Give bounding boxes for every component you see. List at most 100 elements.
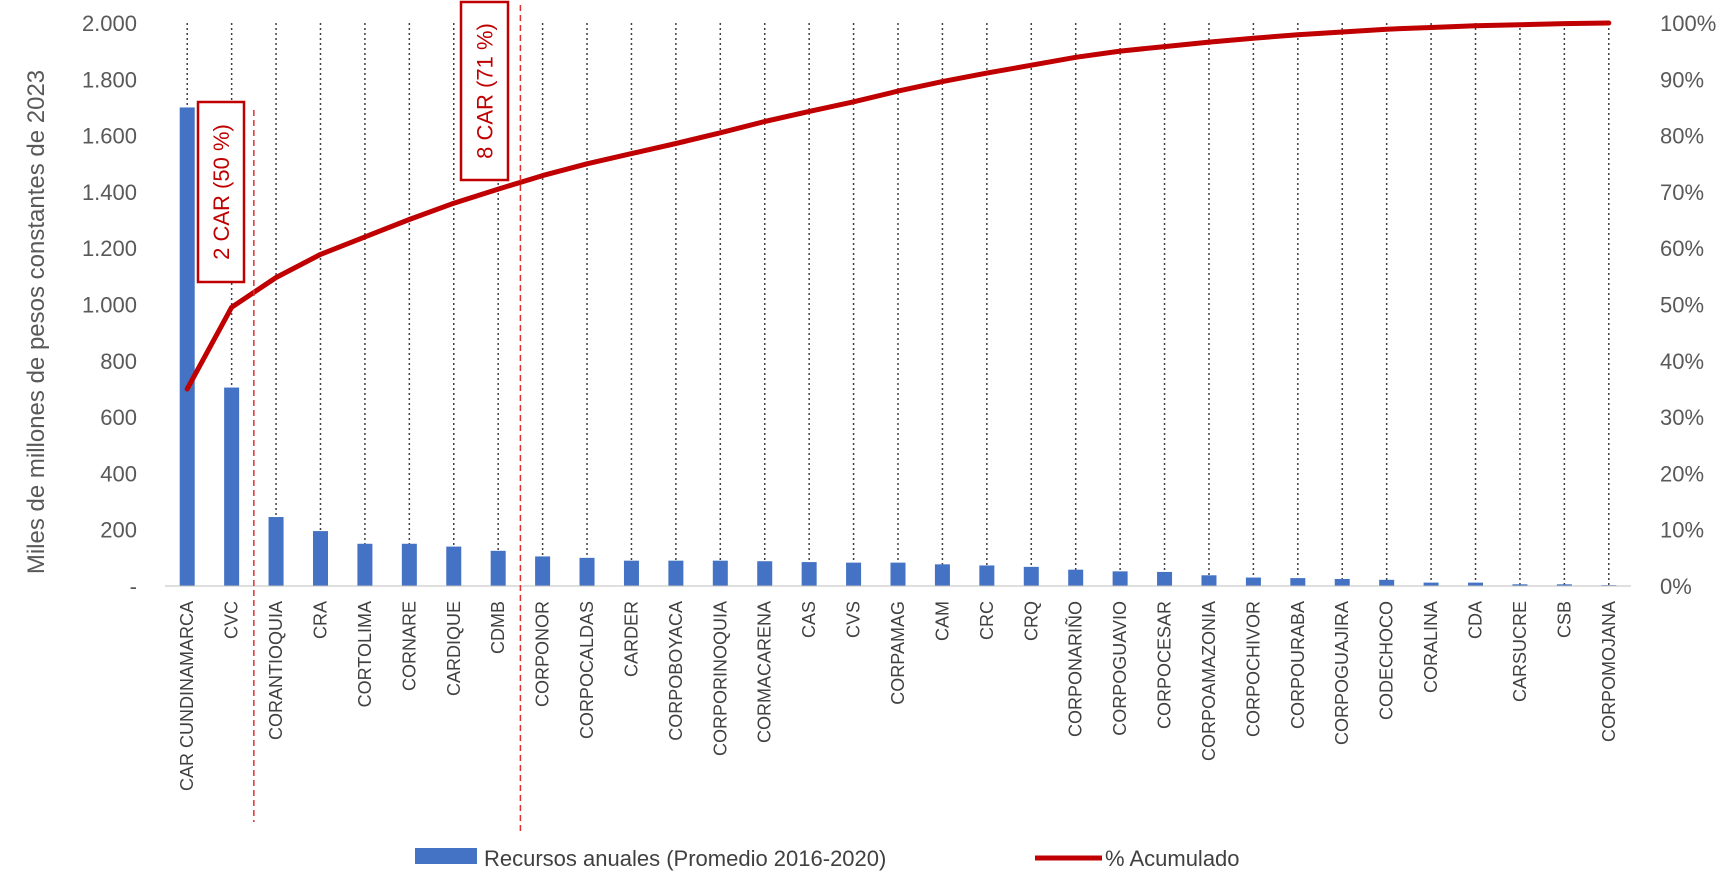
bar — [668, 560, 684, 586]
y-right-tick-label: 70% — [1660, 180, 1704, 205]
category-label: CORPOMOJANA — [1599, 601, 1619, 742]
category-label: CDA — [1466, 601, 1486, 639]
legend: Recursos anuales (Promedio 2016-2020) % … — [415, 846, 1240, 871]
y-left-tick-label: 1.000 — [82, 293, 137, 318]
bar — [312, 531, 328, 586]
cumulative-point — [1518, 23, 1522, 27]
bar — [535, 556, 551, 586]
bar — [934, 564, 950, 586]
bar — [801, 562, 817, 586]
cumulative-point — [1163, 45, 1167, 49]
category-label: CDMB — [488, 601, 508, 654]
bar — [1245, 577, 1261, 586]
category-label: CARDIQUE — [444, 601, 464, 696]
y-right-tick-label: 90% — [1660, 67, 1704, 92]
cumulative-point — [1118, 49, 1122, 53]
category-label: CVS — [844, 601, 864, 638]
cumulative-point — [763, 120, 767, 124]
bar — [979, 565, 995, 586]
category-label: CRQ — [1021, 601, 1041, 641]
y-left-tick-label: 200 — [100, 518, 137, 543]
annotation-box — [459, 0, 510, 182]
category-label: CORPORINOQUIA — [710, 601, 730, 756]
category-label: CAS — [799, 601, 819, 638]
legend-bar-label: Recursos anuales (Promedio 2016-2020) — [484, 846, 886, 871]
cumulative-point — [452, 201, 456, 205]
bar — [1290, 578, 1306, 586]
category-label: CORNARE — [399, 601, 419, 691]
y-left-tick-label: 800 — [100, 349, 137, 374]
cumulative-point — [363, 235, 367, 239]
cumulative-point — [185, 387, 189, 391]
y-right-tick-label: 10% — [1660, 518, 1704, 543]
bar — [1468, 582, 1484, 586]
cumulative-point — [1607, 21, 1611, 25]
category-label: CORALINA — [1421, 601, 1441, 693]
category-label: CORANTIOQUIA — [266, 601, 286, 740]
bar — [446, 546, 462, 586]
bar — [1379, 579, 1395, 586]
bar — [179, 107, 195, 586]
cumulative-point — [1340, 30, 1344, 34]
category-label: CORTOLIMA — [355, 601, 375, 707]
bar — [579, 557, 595, 586]
y-right-tick-label: 80% — [1660, 124, 1704, 149]
cumulative-point — [274, 275, 278, 279]
bar — [712, 560, 728, 586]
cumulative-point — [585, 162, 589, 166]
cumulative-point — [896, 89, 900, 93]
cumulative-point — [1029, 63, 1033, 67]
legend-bar-swatch — [415, 848, 477, 864]
y-left-tick-label: 400 — [100, 461, 137, 486]
cumulative-point — [1429, 26, 1433, 30]
annotation-layer: 2 CAR (50 %) 8 CAR (71 %) — [196, 0, 522, 832]
cumulative-point — [1562, 22, 1566, 26]
category-label: CORPOGUAVIO — [1110, 601, 1130, 736]
grid-layer — [186, 23, 1610, 586]
category-label: CORPAMAG — [888, 601, 908, 705]
y-left-tick-label: 1.800 — [82, 67, 137, 92]
cumulative-point — [1296, 33, 1300, 37]
bar — [1157, 571, 1173, 586]
bar — [846, 562, 862, 586]
bar — [757, 561, 773, 586]
category-label: CORPOGUAJIRA — [1332, 601, 1352, 745]
cumulative-point — [1251, 36, 1255, 40]
bar — [357, 543, 373, 586]
category-label: CRA — [310, 601, 330, 639]
bar — [1023, 566, 1039, 586]
cumulative-point — [541, 174, 545, 178]
category-label: CORPONARIÑO — [1065, 601, 1086, 737]
cumulative-point — [407, 217, 411, 221]
category-label: CVC — [222, 601, 242, 639]
y-right-tick-label: 60% — [1660, 236, 1704, 261]
cumulative-point — [230, 305, 234, 309]
category-label: CORPOBOYACA — [666, 601, 686, 741]
bar — [401, 543, 417, 586]
cumulative-point — [807, 109, 811, 113]
bar — [224, 387, 240, 586]
category-label: CRC — [977, 601, 997, 640]
annotation-box — [196, 100, 246, 284]
category-label: CORPOCALDAS — [577, 601, 597, 739]
category-label: CORPOAMAZONIA — [1199, 601, 1219, 761]
bar — [1512, 584, 1528, 586]
y-right-tick-label: 100% — [1660, 11, 1716, 36]
cumulative-point — [496, 187, 500, 191]
category-label: CARDER — [621, 601, 641, 677]
bar-layer — [179, 107, 1617, 586]
bar — [890, 562, 906, 586]
y-right-tick-label: 40% — [1660, 349, 1704, 374]
y-right-tick-label: 20% — [1660, 461, 1704, 486]
category-label: CODECHOCO — [1377, 601, 1397, 720]
category-label: CORPONOR — [533, 601, 553, 707]
cumulative-point — [629, 152, 633, 156]
bar — [1068, 569, 1084, 586]
cumulative-point — [674, 141, 678, 145]
category-label: CAM — [932, 601, 952, 641]
legend-line-label: % Acumulado — [1105, 846, 1240, 871]
y-left-tick-label: 1.400 — [82, 180, 137, 205]
cumulative-point — [1074, 55, 1078, 59]
y-right-tick-label: 0% — [1660, 574, 1692, 599]
